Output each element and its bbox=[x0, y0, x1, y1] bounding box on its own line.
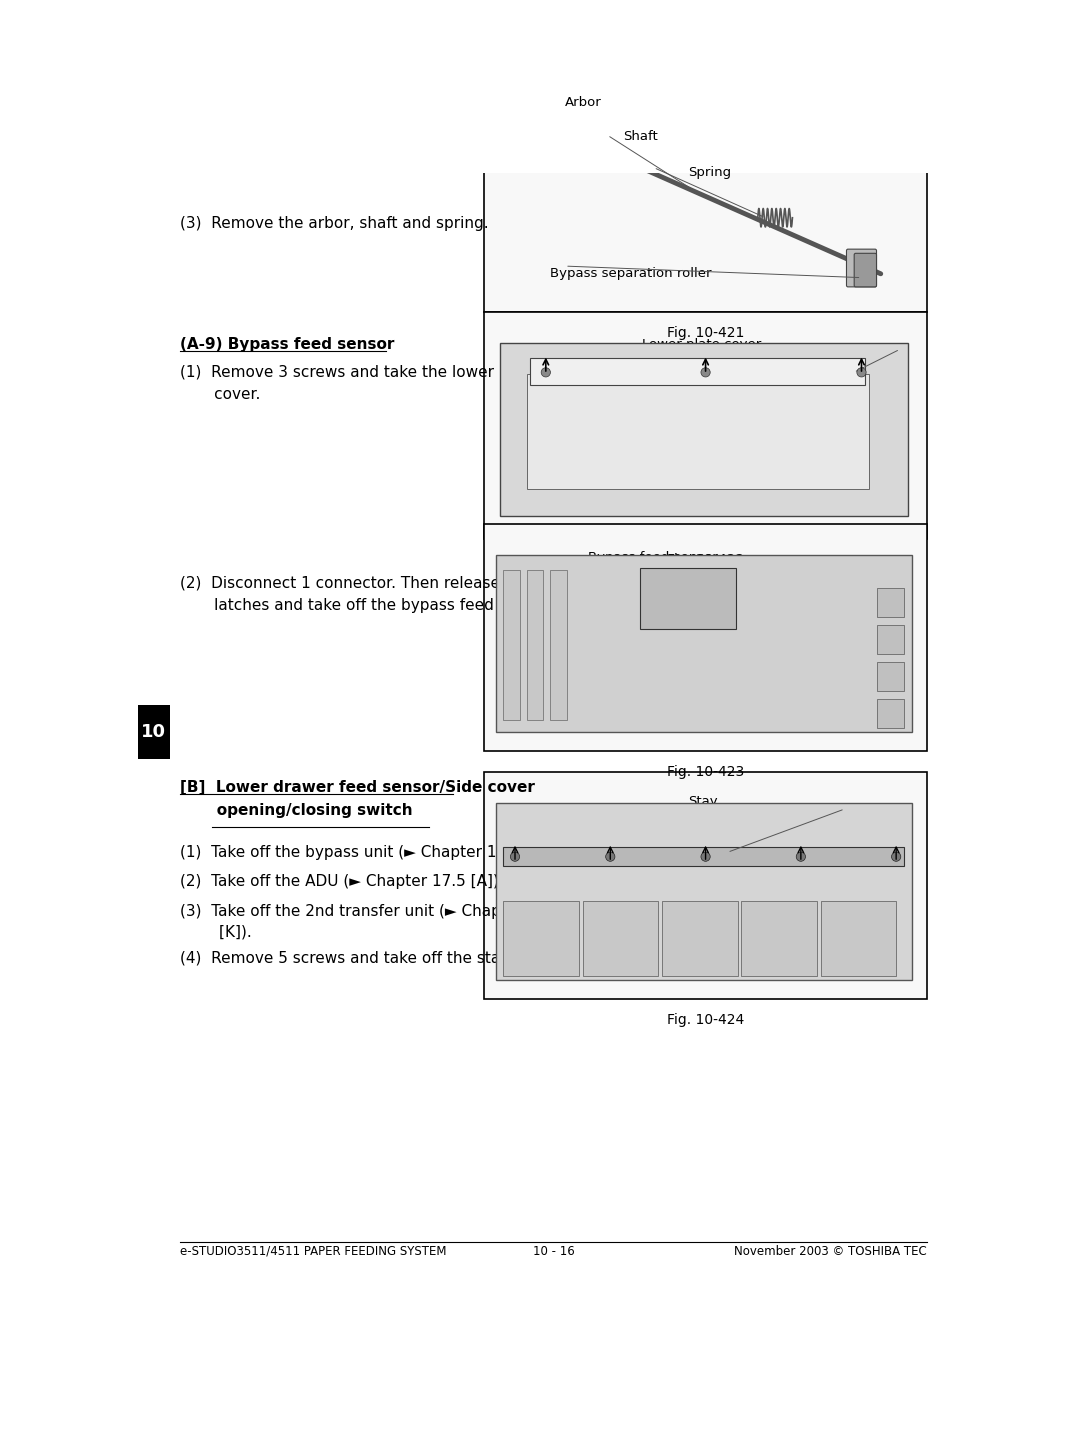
Text: (1)  Remove 3 screws and take the lower plate
       cover.: (1) Remove 3 screws and take the lower p… bbox=[180, 365, 538, 402]
Bar bbox=[662, 901, 738, 976]
Bar bbox=[583, 901, 658, 976]
Bar bbox=[503, 847, 904, 866]
Text: Spring: Spring bbox=[688, 166, 731, 179]
Bar bbox=[741, 901, 816, 976]
Text: [B]  Lower drawer feed sensor/Side cover
       opening/closing switch: [B] Lower drawer feed sensor/Side cover … bbox=[180, 781, 535, 817]
Bar bbox=[877, 699, 904, 728]
Bar bbox=[484, 772, 927, 999]
Bar bbox=[500, 343, 907, 516]
Circle shape bbox=[701, 367, 711, 378]
Circle shape bbox=[701, 852, 711, 862]
Text: Bypass separation roller: Bypass separation roller bbox=[550, 267, 711, 281]
Text: Fig. 10-423: Fig. 10-423 bbox=[667, 765, 744, 780]
Bar bbox=[496, 555, 912, 732]
Text: (3)  Take off the 2nd transfer unit (► Chapter 14.7
        [K]).: (3) Take off the 2nd transfer unit (► Ch… bbox=[180, 904, 562, 940]
Text: Fig. 10-424: Fig. 10-424 bbox=[667, 1013, 744, 1027]
Text: (2)  Disconnect 1 connector. Then release the
       latches and take off the by: (2) Disconnect 1 connector. Then release… bbox=[180, 575, 553, 612]
Bar bbox=[496, 803, 912, 980]
FancyBboxPatch shape bbox=[847, 249, 877, 287]
Bar bbox=[877, 588, 904, 617]
Bar bbox=[484, 62, 927, 313]
Text: Fig. 10-422: Fig. 10-422 bbox=[667, 553, 744, 568]
Text: Shaft: Shaft bbox=[623, 130, 658, 143]
Circle shape bbox=[891, 852, 901, 862]
Text: e-STUDIO3511/4511 PAPER FEEDING SYSTEM: e-STUDIO3511/4511 PAPER FEEDING SYSTEM bbox=[180, 1245, 446, 1258]
Bar bbox=[138, 705, 170, 759]
Bar bbox=[503, 901, 579, 976]
Bar bbox=[527, 373, 869, 490]
Text: Arbor: Arbor bbox=[565, 97, 602, 110]
Text: 10: 10 bbox=[141, 723, 166, 741]
Circle shape bbox=[606, 852, 615, 862]
Bar bbox=[821, 901, 896, 976]
Bar bbox=[877, 625, 904, 654]
Text: Stay: Stay bbox=[688, 795, 718, 808]
Text: Bypass feed sensor: Bypass feed sensor bbox=[589, 550, 718, 563]
Bar bbox=[503, 571, 521, 720]
FancyBboxPatch shape bbox=[854, 254, 877, 287]
Circle shape bbox=[511, 852, 519, 862]
Bar bbox=[640, 568, 737, 628]
Text: (A-9) Bypass feed sensor: (A-9) Bypass feed sensor bbox=[180, 337, 394, 352]
Text: (2)  Take off the ADU (► Chapter 17.5 [A]).: (2) Take off the ADU (► Chapter 17.5 [A]… bbox=[180, 875, 503, 889]
Text: November 2003 © TOSHIBA TEC: November 2003 © TOSHIBA TEC bbox=[734, 1245, 927, 1258]
Text: (4)  Remove 5 screws and take off the stay.: (4) Remove 5 screws and take off the sta… bbox=[180, 951, 512, 967]
Circle shape bbox=[856, 367, 866, 378]
Text: Fig. 10-421: Fig. 10-421 bbox=[666, 326, 744, 340]
Circle shape bbox=[489, 82, 532, 125]
Text: (1)  Take off the bypass unit (► Chapter 10.4 [A]).: (1) Take off the bypass unit (► Chapter … bbox=[180, 844, 558, 860]
Bar bbox=[484, 313, 927, 539]
Circle shape bbox=[796, 852, 806, 862]
Bar bbox=[530, 359, 865, 385]
Circle shape bbox=[496, 89, 527, 120]
Bar bbox=[484, 525, 927, 751]
Text: (3)  Remove the arbor, shaft and spring.: (3) Remove the arbor, shaft and spring. bbox=[180, 216, 488, 231]
Text: 10 - 16: 10 - 16 bbox=[532, 1245, 575, 1258]
Bar bbox=[527, 571, 543, 720]
Text: Lower plate cover: Lower plate cover bbox=[642, 339, 761, 352]
Bar bbox=[550, 571, 567, 720]
Circle shape bbox=[541, 367, 551, 378]
Bar bbox=[877, 661, 904, 692]
Circle shape bbox=[503, 97, 518, 112]
